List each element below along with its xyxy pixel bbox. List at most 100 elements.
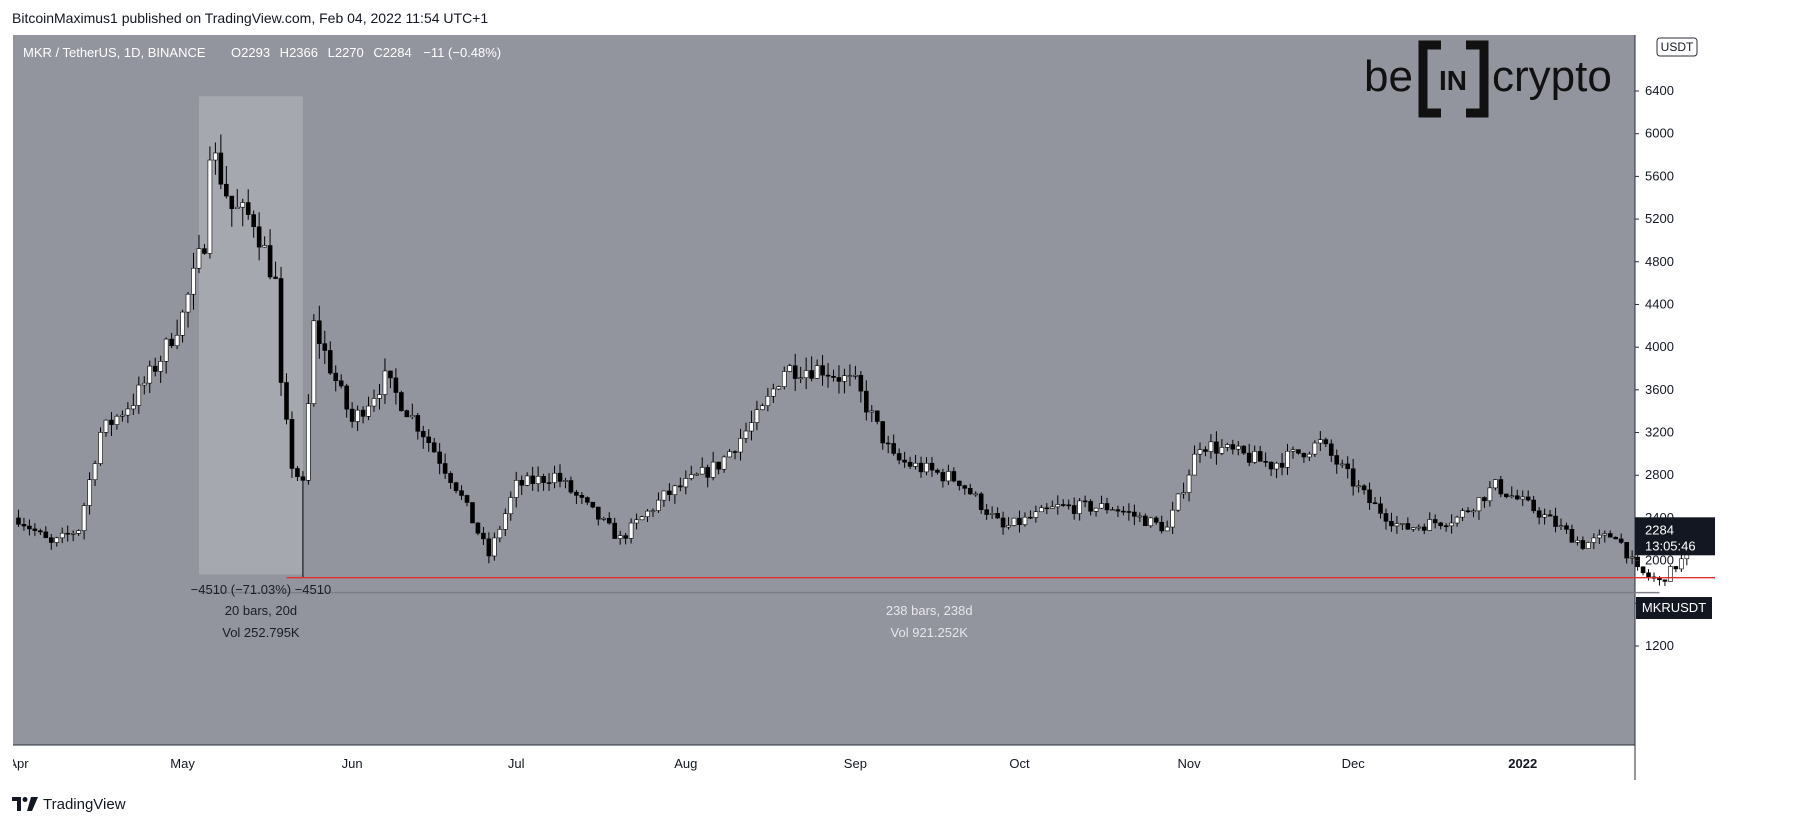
price-chart[interactable]: −4510 (−71.03%) −4510 20 bars, 20d Vol 2… bbox=[8, 35, 1780, 780]
candle-down bbox=[437, 451, 442, 464]
watermark-middle: IN bbox=[1439, 65, 1467, 96]
candle-down bbox=[1657, 578, 1662, 581]
candle-up bbox=[601, 517, 607, 520]
candle-up bbox=[787, 365, 793, 372]
candle-down bbox=[448, 473, 453, 483]
candle-down bbox=[278, 278, 284, 383]
candle-down bbox=[940, 472, 946, 482]
candle-down bbox=[1104, 503, 1110, 511]
candle-down bbox=[1482, 497, 1487, 502]
candle-up bbox=[1274, 462, 1279, 470]
candle-up bbox=[508, 497, 514, 515]
candle-up bbox=[1219, 447, 1225, 454]
candle-down bbox=[1088, 501, 1093, 512]
candle-up bbox=[306, 403, 311, 481]
candle-down bbox=[1547, 514, 1553, 517]
candle-up bbox=[1679, 558, 1684, 570]
candle-up bbox=[1668, 566, 1673, 582]
candle-up bbox=[913, 462, 918, 467]
candle-up bbox=[262, 245, 267, 248]
candle-up bbox=[1192, 453, 1197, 476]
candle-down bbox=[169, 338, 174, 347]
time-axis[interactable]: Apr May Jun Jul Aug Sep Oct Nov Dec 2022 bbox=[8, 756, 1537, 771]
candle-down bbox=[1372, 502, 1378, 505]
candle-up bbox=[1170, 509, 1175, 528]
watermark-left: be bbox=[1364, 52, 1413, 101]
symbol-tag-bg bbox=[1636, 597, 1712, 619]
candle-down bbox=[48, 537, 54, 543]
candle-up bbox=[410, 415, 415, 418]
candle-up bbox=[163, 338, 169, 362]
candle-up bbox=[650, 510, 656, 512]
candle-down bbox=[1350, 468, 1356, 487]
chart-legend: MKR / TetherUS, 1D, BINANCE O2293 H2366 … bbox=[23, 45, 501, 60]
legend-low-value: 2270 bbox=[335, 45, 364, 60]
candle-down bbox=[1121, 510, 1126, 513]
candle-down bbox=[1323, 439, 1329, 445]
candle-up bbox=[710, 461, 716, 478]
candle-up bbox=[1285, 450, 1290, 468]
time-tick-label: Jul bbox=[508, 756, 525, 771]
candle-down bbox=[874, 410, 880, 422]
candle-up bbox=[355, 409, 360, 422]
candle-up bbox=[1175, 493, 1181, 511]
candle-down bbox=[1646, 572, 1651, 578]
candle-down bbox=[864, 390, 869, 413]
bar-countdown: 13:05:46 bbox=[1645, 538, 1696, 553]
candle-down bbox=[27, 525, 32, 530]
candle-down bbox=[1378, 503, 1383, 514]
candle-down bbox=[32, 528, 38, 532]
candle-down bbox=[962, 485, 968, 489]
candle-down bbox=[896, 453, 902, 461]
candle-down bbox=[957, 480, 962, 486]
candle-down bbox=[404, 410, 410, 418]
candle-down bbox=[1279, 462, 1285, 468]
candle-up bbox=[1602, 533, 1608, 536]
candle-down bbox=[1405, 523, 1411, 530]
candle-up bbox=[639, 516, 645, 521]
candle-down bbox=[1443, 525, 1449, 528]
candle-up bbox=[973, 493, 979, 496]
candle-up bbox=[1077, 500, 1082, 514]
candle-down bbox=[1361, 485, 1367, 491]
time-tick-label: Dec bbox=[1342, 756, 1366, 771]
price-tick-label: 4800 bbox=[1645, 254, 1674, 269]
candle-up bbox=[234, 206, 240, 210]
candle-down bbox=[935, 469, 940, 473]
candle-down bbox=[333, 372, 339, 382]
candle-up bbox=[1597, 534, 1602, 539]
candle-down bbox=[256, 226, 262, 248]
measure-2-bars: 238 bars, 238d bbox=[886, 603, 973, 618]
candle-down bbox=[1082, 500, 1088, 503]
candle-down bbox=[470, 502, 475, 524]
candle-down bbox=[475, 522, 481, 534]
candle-down bbox=[705, 467, 710, 478]
time-tick-label: May bbox=[170, 756, 195, 771]
beincrypto-watermark: be IN crypto bbox=[1364, 40, 1612, 118]
candle-up bbox=[781, 371, 787, 387]
legend-close-value: 2284 bbox=[383, 45, 412, 60]
candle-up bbox=[98, 432, 103, 464]
footer-brand: TradingView bbox=[43, 795, 126, 813]
candle-down bbox=[251, 214, 256, 228]
candle-down bbox=[541, 476, 546, 483]
candle-up bbox=[645, 510, 650, 517]
candle-down bbox=[464, 495, 470, 503]
price-tick-label: 4400 bbox=[1645, 296, 1674, 311]
candle-up bbox=[1586, 542, 1591, 549]
candle-down bbox=[1153, 517, 1159, 523]
candle-down bbox=[1203, 449, 1208, 452]
candle-up bbox=[382, 370, 388, 395]
chart-frame[interactable]: −4510 (−71.03%) −4510 20 bars, 20d Vol 2… bbox=[8, 35, 1780, 780]
candlestick-series bbox=[16, 134, 1711, 587]
candle-down bbox=[1257, 451, 1263, 462]
footer: TradingView bbox=[12, 794, 126, 814]
candle-up bbox=[136, 384, 142, 406]
symbol-tag: MKRUSDT bbox=[1642, 600, 1706, 615]
legend-change: −11 (−0.48%) bbox=[423, 45, 501, 60]
candle-down bbox=[984, 509, 989, 515]
candle-down bbox=[1613, 536, 1619, 540]
currency-label: USDT bbox=[1661, 40, 1694, 54]
last-price-label: MKRUSDT bbox=[1636, 597, 1712, 619]
price-tick-label: 2000 bbox=[1645, 553, 1674, 568]
